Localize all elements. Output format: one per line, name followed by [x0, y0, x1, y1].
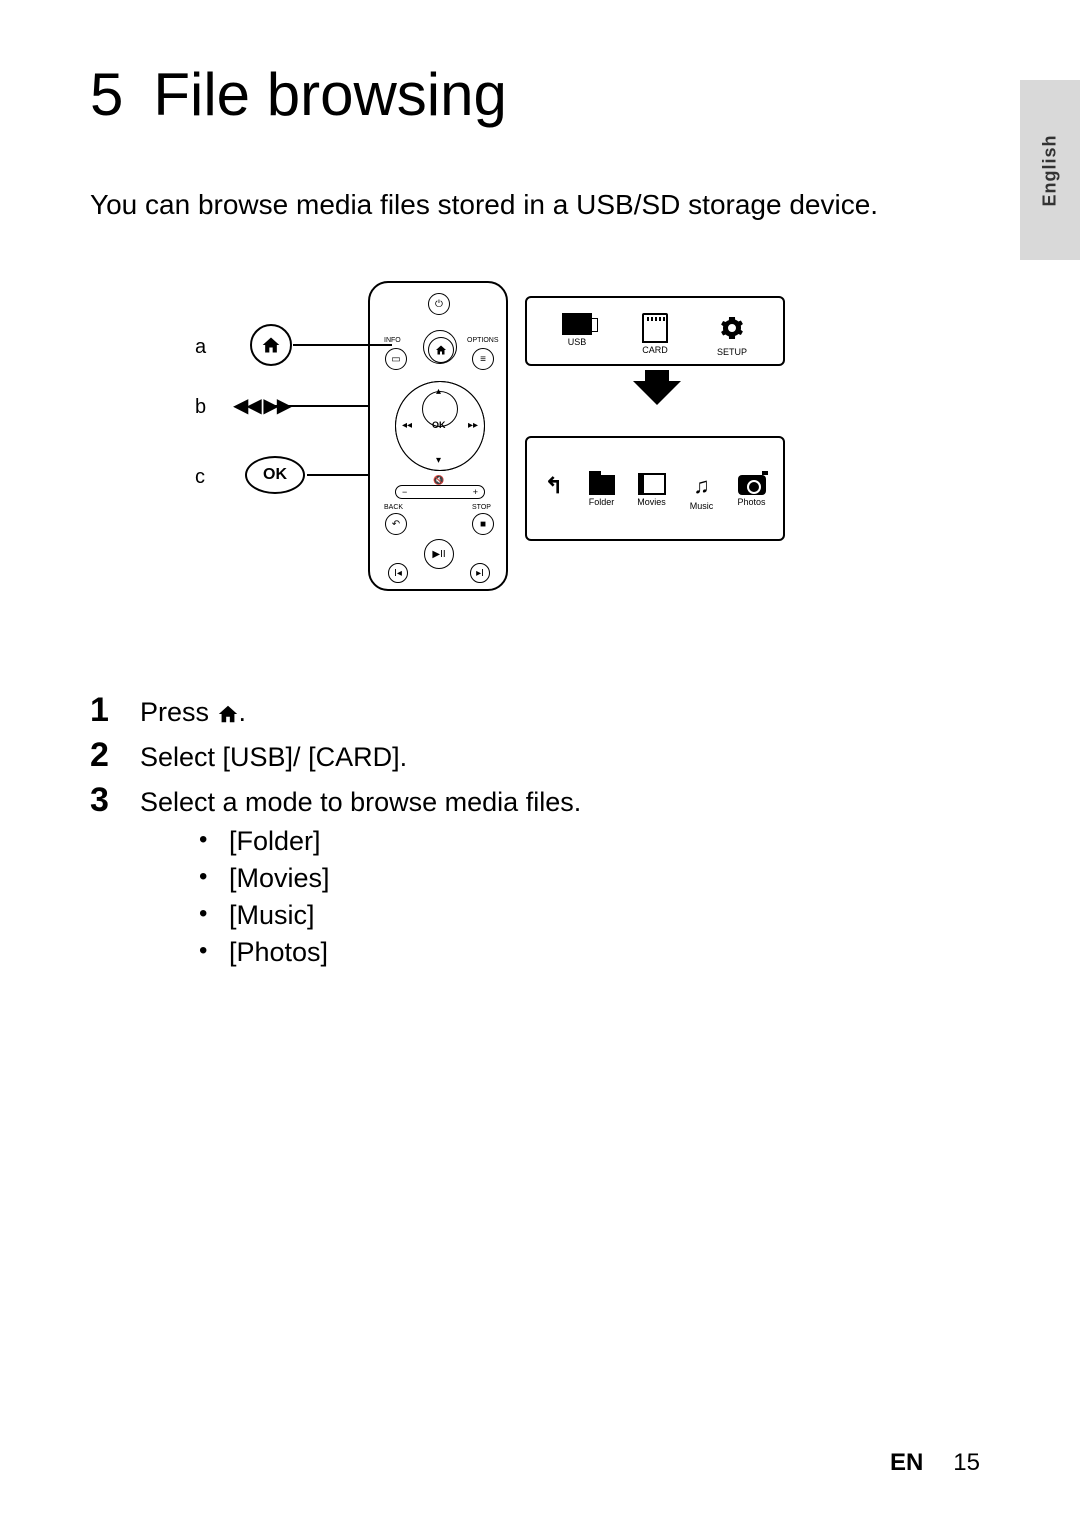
usb-icon: [562, 313, 592, 335]
options-label: OPTIONS: [467, 337, 499, 344]
screen-browse: ↰ Folder Movies ♫ Music Photos: [525, 436, 785, 541]
movies-label: Movies: [629, 497, 674, 507]
step-1: 1 Press .: [90, 691, 970, 730]
step-2-text: Select [USB]/ [CARD].: [140, 742, 407, 773]
stop-icon: ■: [472, 513, 494, 535]
dpad-ok-label: OK: [432, 420, 446, 430]
dpad: ▴ ▾ ◂◂ ▸▸ OK: [395, 381, 485, 471]
music-label: Music: [679, 501, 724, 511]
step-3-number: 3: [90, 781, 140, 820]
folder-item: Folder: [579, 473, 624, 507]
page-footer: EN 15: [890, 1449, 980, 1477]
bullet-folder: [Folder]: [185, 826, 970, 857]
gear-icon: [720, 316, 744, 340]
page-heading: 5 File browsing: [90, 60, 970, 129]
callout-a: a: [195, 336, 206, 359]
play-pause-icon: ▶II: [424, 539, 454, 569]
home-icon-inline: [217, 703, 239, 725]
volume-bar: − +: [395, 485, 485, 499]
remote-control: ⏻ INFO ▭ OPTIONS ≡ ▴ ▾ ◂◂ ▸▸ OK 🔇 − + BA…: [368, 281, 508, 591]
callout-line-c: [307, 474, 369, 476]
back-label: BACK: [384, 504, 403, 511]
card-label: CARD: [630, 345, 680, 355]
step-1-number: 1: [90, 691, 140, 730]
folder-label: Folder: [579, 497, 624, 507]
dpad-down-icon: ▾: [436, 455, 441, 466]
back-icon: ↶: [385, 513, 407, 535]
usb-label: USB: [552, 337, 602, 347]
callout-ok-icon: OK: [245, 456, 305, 494]
card-icon: [642, 313, 668, 343]
usb-item: USB: [552, 313, 602, 347]
setup-label: SETUP: [707, 347, 757, 357]
language-tab-label: English: [1040, 134, 1061, 206]
screen-home: USB CARD SETUP: [525, 296, 785, 366]
step-1-before: Press: [140, 697, 217, 727]
dpad-left-icon: ◂◂: [402, 420, 412, 431]
callout-c: c: [195, 466, 205, 489]
dpad-right-icon: ▸▸: [468, 420, 478, 431]
back-arrow-icon: ↰: [539, 473, 569, 499]
dpad-up-icon: ▴: [436, 386, 441, 397]
footer-lang: EN: [890, 1449, 923, 1476]
step-1-text: Press .: [140, 697, 246, 728]
music-note-icon: ♫: [679, 473, 724, 499]
next-icon: ▸I: [470, 563, 490, 583]
callout-line-b: [275, 405, 370, 407]
chapter-title: File browsing: [153, 61, 506, 128]
options-icon: ≡: [472, 348, 494, 370]
power-icon: ⏻: [428, 293, 450, 315]
mode-bullets: [Folder] [Movies] [Music] [Photos]: [185, 826, 970, 968]
intro-text: You can browse media files stored in a U…: [90, 189, 970, 221]
bullet-photos: [Photos]: [185, 937, 970, 968]
bullet-movies: [Movies]: [185, 863, 970, 894]
setup-item: SETUP: [707, 313, 757, 357]
photos-item: Photos: [729, 473, 774, 507]
card-item: CARD: [630, 313, 680, 355]
stop-label: STOP: [472, 504, 491, 511]
info-icon: ▭: [385, 348, 407, 370]
vol-plus: +: [473, 487, 478, 497]
callout-home-icon: [250, 324, 292, 366]
page-content: 5 File browsing You can browse media file…: [90, 60, 970, 974]
movies-item: Movies: [629, 473, 674, 507]
footer-page: 15: [953, 1449, 980, 1476]
vol-minus: −: [402, 487, 407, 497]
chapter-number: 5: [90, 61, 123, 128]
step-1-after: .: [239, 697, 247, 727]
home-icon: [428, 337, 454, 363]
photos-label: Photos: [729, 497, 774, 507]
prev-icon: I◂: [388, 563, 408, 583]
diagram: a b c ◀◀ ▶▶ OK ⏻ INFO ▭ OPTIONS ≡ ▴ ▾ ◂◂: [195, 281, 865, 601]
step-2: 2 Select [USB]/ [CARD].: [90, 736, 970, 775]
camera-icon: [738, 475, 766, 495]
bullet-music: [Music]: [185, 900, 970, 931]
info-label: INFO: [384, 337, 401, 344]
step-3: 3 Select a mode to browse media files.: [90, 781, 970, 820]
callout-b: b: [195, 396, 206, 419]
language-tab: English: [1020, 80, 1080, 260]
film-icon: [638, 473, 666, 495]
step-3-text: Select a mode to browse media files.: [140, 787, 581, 818]
step-2-number: 2: [90, 736, 140, 775]
steps-list: 1 Press . 2 Select [USB]/ [CARD]. 3 Sele…: [90, 691, 970, 968]
folder-icon: [589, 475, 615, 495]
music-item: ♫ Music: [679, 473, 724, 511]
down-arrow-icon: [633, 381, 681, 405]
